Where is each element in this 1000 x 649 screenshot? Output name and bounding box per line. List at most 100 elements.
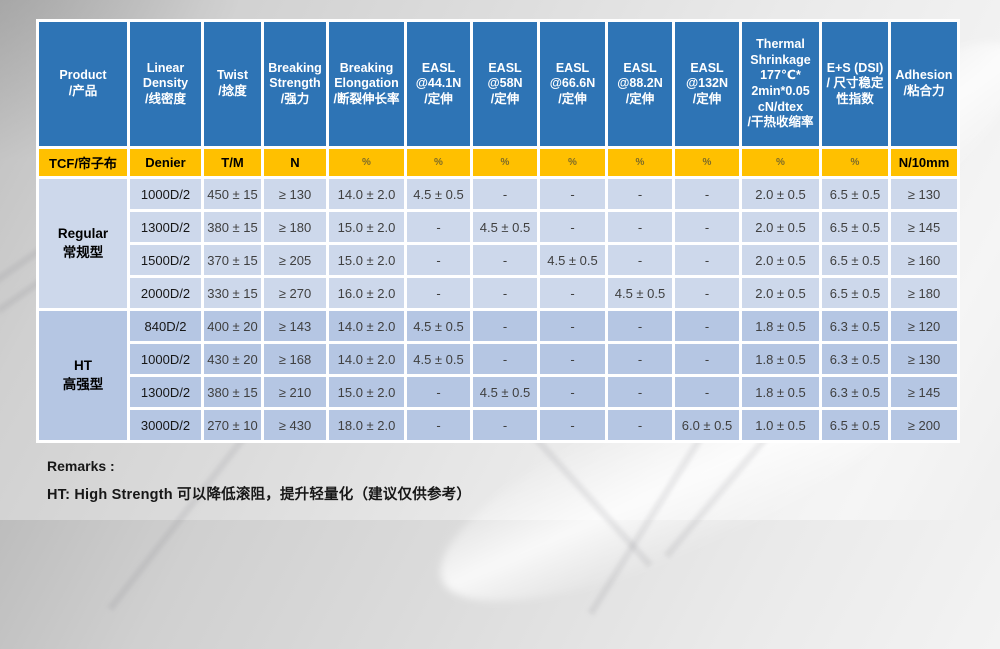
cell-ht-1-easl-132n: - — [675, 344, 739, 374]
cell-regular-2-easl-58n: - — [473, 245, 537, 275]
remarks-title: Remarks : — [47, 458, 115, 474]
cell-ht-1-shrinkage: 1.8 ± 0.5 — [742, 344, 819, 374]
cell-regular-2-easl-44-1n: - — [407, 245, 470, 275]
remarks-note: HT: High Strength 可以降低滚阻，提升轻量化（建议仅供参考） — [47, 487, 472, 503]
cell-regular-2-adhesion: ≥ 160 — [891, 245, 957, 275]
cell-regular-2-dsi: 6.5 ± 0.5 — [822, 245, 888, 275]
table-row: HT 高强型 840D/2 400 ± 20 ≥ 143 14.0 ± 2.0 4.5 ±… — [39, 311, 957, 440]
col-header-product: Product /产品 — [39, 22, 127, 146]
unit-row: TCF/帘子布 Denier T/M N%%%%%%%% N/10mm — [39, 149, 957, 176]
cell-regular-0-adhesion: ≥ 130 — [891, 179, 957, 209]
cell-regular-0-density: 1000D/2 — [130, 179, 201, 209]
cell-ht-2-twist: 380 ± 15 — [204, 377, 261, 407]
cell-regular-2-elongation: 15.0 ± 2.0 — [329, 245, 404, 275]
background-watermark-stroke — [527, 429, 653, 568]
cell-ht-2-dsi: 6.3 ± 0.5 — [822, 377, 888, 407]
cell-ht-3-density: 3000D/2 — [130, 410, 201, 440]
group-label-regular: Regular 常规型 — [39, 179, 127, 308]
unit-cell-easl-58n: % — [473, 149, 537, 176]
table-row: 3000D/2 270 ± 10 ≥ 430 18.0 ± 2.0- - - -6.0 ± … — [39, 410, 957, 440]
header-row: Product /产品 Linear Density /线密度 Twist /捻度 B… — [39, 22, 957, 146]
cell-ht-2-adhesion: ≥ 145 — [891, 377, 957, 407]
cell-ht-1-easl-88-2n: - — [608, 344, 672, 374]
cell-regular-3-easl-44-1n: - — [407, 278, 470, 308]
cell-regular-1-dsi: 6.5 ± 0.5 — [822, 212, 888, 242]
table-row: 1500D/2 370 ± 15 ≥ 205 15.0 ± 2.0- -4.5 ± 0.… — [39, 245, 957, 275]
cell-regular-0-easl-44-1n: 4.5 ± 0.5 — [407, 179, 470, 209]
cell-ht-3-easl-66-6n: - — [540, 410, 605, 440]
cell-ht-2-easl-132n: - — [675, 377, 739, 407]
table-row: Regular 常规型 1000D/2 450 ± 15 ≥ 130 14.0 ± 2.… — [39, 179, 957, 308]
cell-ht-0-easl-66-6n: - — [540, 311, 605, 341]
table-row: 2000D/2 330 ± 15 ≥ 270 16.0 ± 2.0- - -4.5 ± 0… — [39, 278, 957, 308]
col-header-shrinkage: Thermal Shrinkage 177℃* 2min*0.05 cN/dte… — [742, 22, 819, 146]
cell-regular-2-strength: ≥ 205 — [264, 245, 326, 275]
cell-ht-2-easl-88-2n: - — [608, 377, 672, 407]
col-header-easl-44-1n: EASL @44.1N /定伸 — [407, 22, 470, 146]
cell-regular-0-shrinkage: 2.0 ± 0.5 — [742, 179, 819, 209]
cell-ht-0-elongation: 14.0 ± 2.0 — [329, 311, 404, 341]
unit-cell-twist: T/M — [204, 149, 261, 176]
cell-regular-2-shrinkage: 2.0 ± 0.5 — [742, 245, 819, 275]
cell-regular-0-elongation: 14.0 ± 2.0 — [329, 179, 404, 209]
cell-regular-1-shrinkage: 2.0 ± 0.5 — [742, 212, 819, 242]
cell-ht-1-twist: 430 ± 20 — [204, 344, 261, 374]
unit-cell-shrinkage: % — [742, 149, 819, 176]
cell-regular-0-easl-66-6n: - — [540, 179, 605, 209]
cell-ht-2-shrinkage: 1.8 ± 0.5 — [742, 377, 819, 407]
cell-regular-0-strength: ≥ 130 — [264, 179, 326, 209]
cell-regular-3-easl-58n: - — [473, 278, 537, 308]
col-header-dsi: E+S (DSI) / 尺寸稳定性指数 — [822, 22, 888, 146]
unit-cell-product: TCF/帘子布 — [39, 149, 127, 176]
cell-ht-0-shrinkage: 1.8 ± 0.5 — [742, 311, 819, 341]
cell-regular-3-easl-132n: - — [675, 278, 739, 308]
cell-ht-0-easl-88-2n: - — [608, 311, 672, 341]
cell-regular-3-twist: 330 ± 15 — [204, 278, 261, 308]
unit-cell-strength: N — [264, 149, 326, 176]
unit-cell-adhesion: N/10mm — [891, 149, 957, 176]
cell-ht-3-dsi: 6.5 ± 0.5 — [822, 410, 888, 440]
cell-ht-2-elongation: 15.0 ± 2.0 — [329, 377, 404, 407]
unit-cell-elongation: % — [329, 149, 404, 176]
cell-ht-2-easl-58n: 4.5 ± 0.5 — [473, 377, 537, 407]
cell-regular-3-adhesion: ≥ 180 — [891, 278, 957, 308]
cell-ht-0-easl-44-1n: 4.5 ± 0.5 — [407, 311, 470, 341]
spec-table: Product /产品 Linear Density /线密度 Twist /捻度 B… — [36, 19, 960, 443]
cell-ht-1-easl-58n: - — [473, 344, 537, 374]
cell-ht-0-dsi: 6.3 ± 0.5 — [822, 311, 888, 341]
unit-cell-density: Denier — [130, 149, 201, 176]
unit-cell-dsi: % — [822, 149, 888, 176]
cell-regular-3-easl-66-6n: - — [540, 278, 605, 308]
cell-regular-3-elongation: 16.0 ± 2.0 — [329, 278, 404, 308]
cell-regular-3-easl-88-2n: 4.5 ± 0.5 — [608, 278, 672, 308]
cell-regular-0-twist: 450 ± 15 — [204, 179, 261, 209]
cell-regular-3-density: 2000D/2 — [130, 278, 201, 308]
cell-regular-1-elongation: 15.0 ± 2.0 — [329, 212, 404, 242]
col-header-easl-58n: EASL @58N /定伸 — [473, 22, 537, 146]
cell-ht-0-adhesion: ≥ 120 — [891, 311, 957, 341]
cell-ht-0-strength: ≥ 143 — [264, 311, 326, 341]
cell-regular-0-easl-132n: - — [675, 179, 739, 209]
cell-regular-1-strength: ≥ 180 — [264, 212, 326, 242]
unit-cell-easl-88-2n: % — [608, 149, 672, 176]
table-row: 1300D/2 380 ± 15 ≥ 180 15.0 ± 2.0-4.5 ± 0.5… — [39, 212, 957, 242]
col-header-easl-66-6n: EASL @66.6N /定伸 — [540, 22, 605, 146]
cell-regular-0-dsi: 6.5 ± 0.5 — [822, 179, 888, 209]
cell-ht-3-easl-132n: 6.0 ± 0.5 — [675, 410, 739, 440]
cell-regular-1-twist: 380 ± 15 — [204, 212, 261, 242]
col-header-easl-132n: EASL @132N /定伸 — [675, 22, 739, 146]
cell-ht-3-shrinkage: 1.0 ± 0.5 — [742, 410, 819, 440]
cell-ht-0-density: 840D/2 — [130, 311, 201, 341]
table-row: 1000D/2 430 ± 20 ≥ 168 14.0 ± 2.0 4.5 ± 0.5-… — [39, 344, 957, 374]
cell-regular-2-easl-66-6n: 4.5 ± 0.5 — [540, 245, 605, 275]
cell-ht-3-adhesion: ≥ 200 — [891, 410, 957, 440]
table-row: 1300D/2 380 ± 15 ≥ 210 15.0 ± 2.0-4.5 ± 0.5… — [39, 377, 957, 407]
cell-ht-2-strength: ≥ 210 — [264, 377, 326, 407]
cell-regular-2-easl-88-2n: - — [608, 245, 672, 275]
cell-regular-1-adhesion: ≥ 145 — [891, 212, 957, 242]
cell-ht-1-easl-66-6n: - — [540, 344, 605, 374]
cell-ht-1-adhesion: ≥ 130 — [891, 344, 957, 374]
cell-ht-1-density: 1000D/2 — [130, 344, 201, 374]
cell-regular-3-shrinkage: 2.0 ± 0.5 — [742, 278, 819, 308]
cell-ht-0-easl-132n: - — [675, 311, 739, 341]
